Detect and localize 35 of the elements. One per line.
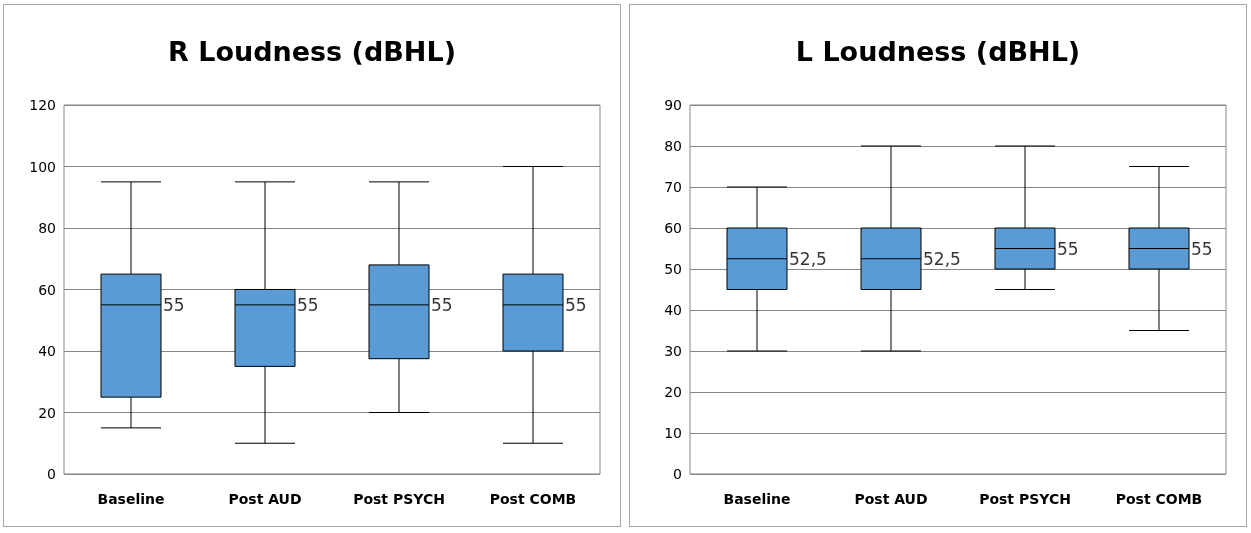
chart-title: R Loudness (dBHL) [168, 36, 456, 67]
text: 55 [1191, 238, 1213, 259]
y-tick-label: 0 [673, 466, 682, 482]
y-tick-label: 20 [38, 404, 56, 421]
y-tick-label: 70 [664, 179, 682, 195]
x-tick-label: Post AUD [854, 491, 928, 507]
text: 55 [431, 294, 453, 315]
y-tick-label: 20 [664, 384, 682, 400]
y-tick-label: 60 [38, 281, 56, 298]
text: 55 [297, 294, 319, 315]
chart-title: L Loudness (dBHL) [795, 36, 1081, 67]
y-tick-label: 80 [38, 220, 56, 236]
text: 55 [163, 294, 185, 315]
y-tick-label: 0 [47, 466, 56, 482]
x-tick-label: Baseline [723, 491, 791, 507]
text: 52,5 [923, 248, 961, 269]
y-tick-label: 10 [664, 425, 682, 441]
y-tick-label: 120 [29, 97, 56, 113]
y-tick-label: 90 [664, 97, 682, 113]
x-tick-label: Post COMB [1115, 491, 1203, 507]
y-tick-label: 80 [664, 138, 682, 154]
x-tick-label: Baseline [97, 491, 165, 507]
x-tick-label: Post PSYCH [353, 491, 445, 507]
y-tick-label: 60 [664, 220, 682, 236]
text: 52,5 [789, 248, 827, 269]
y-tick-label: 30 [664, 343, 682, 359]
text: 55 [565, 294, 587, 315]
y-tick-label: 40 [38, 343, 56, 359]
y-tick-label: 50 [664, 261, 682, 277]
text: 55 [1057, 238, 1079, 259]
x-tick-label: Post COMB [489, 491, 577, 507]
x-tick-label: Post AUD [228, 491, 302, 507]
y-tick-label: 100 [29, 158, 56, 175]
x-tick-label: Post PSYCH [979, 491, 1071, 507]
y-tick-label: 40 [664, 302, 682, 318]
